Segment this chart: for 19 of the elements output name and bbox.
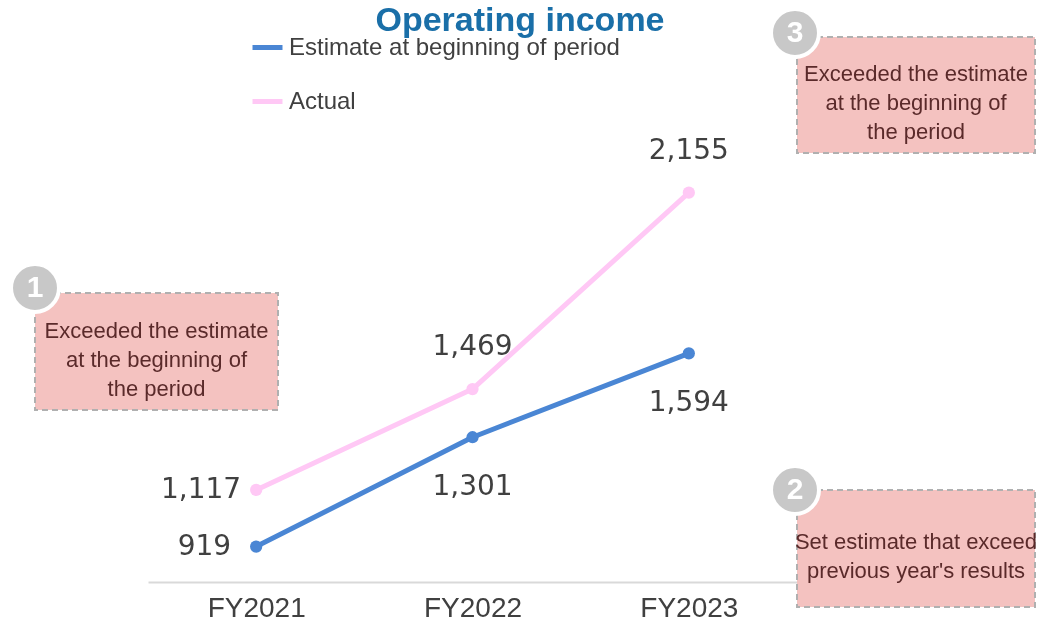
data-label: 1,117 (160, 471, 242, 505)
point (466, 382, 479, 396)
point (250, 540, 263, 553)
data-label: 1,469 (432, 329, 513, 363)
annotation: Exceeded the estimate at the beginning of the period (44, 317, 269, 401)
data-label: 2,155 (648, 132, 729, 166)
point (682, 186, 695, 199)
x-tick-label: FY2023 (640, 591, 739, 623)
x-tick-label: FY2021 (207, 591, 306, 623)
legend-label: Actual (289, 86, 356, 114)
point (682, 347, 695, 360)
point (250, 483, 263, 497)
data-label: 1,301 (432, 469, 513, 503)
data-label: 1,594 (648, 385, 729, 419)
text: Exceeded the estimate at the beginning of the period (804, 61, 1028, 144)
point (466, 431, 479, 444)
annotation: Set estimate that exceed previous year's results (794, 529, 1038, 583)
data-label: 919 (177, 528, 232, 562)
x-tick-label: FY2022 (423, 591, 523, 623)
